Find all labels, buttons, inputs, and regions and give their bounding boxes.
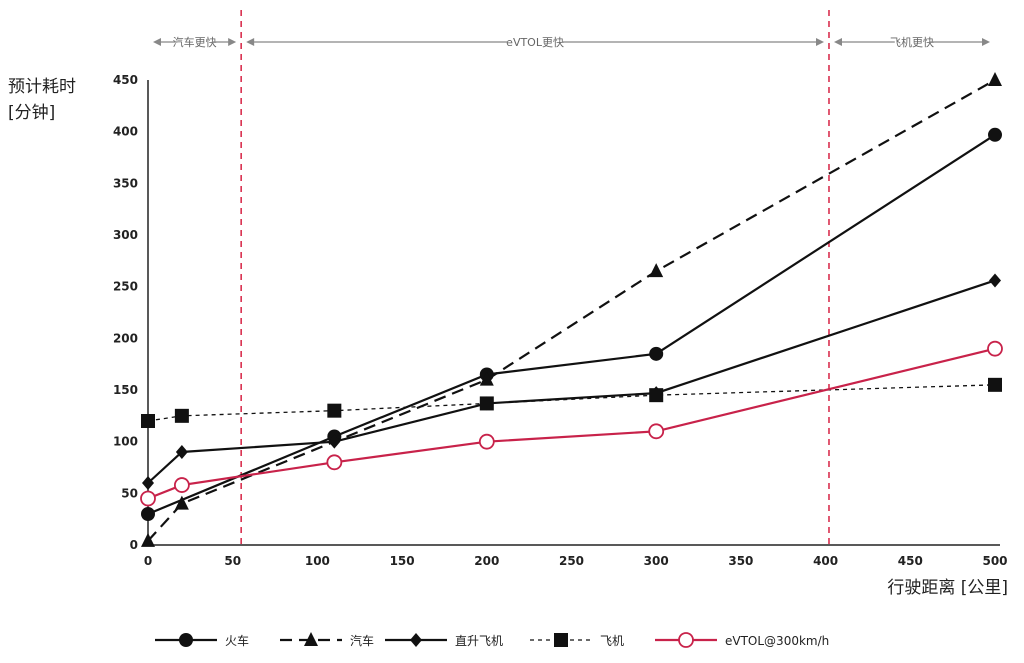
data-point-marker	[328, 434, 341, 449]
y-tick-label: 350	[113, 176, 138, 190]
tick-labels: 0 50 100 150 200 250 300 350 400 450 500 0 50 100 150 2…	[113, 73, 1008, 568]
region-label: 飞机更快	[890, 35, 934, 49]
legend-marker	[554, 633, 568, 647]
data-point-marker	[649, 388, 664, 403]
region-label: 汽车更快	[173, 35, 217, 49]
y-tick-label: 250	[113, 280, 138, 294]
x-tick-label: 250	[559, 554, 584, 568]
data-point-marker	[989, 273, 1001, 288]
legend-label: 飞机	[600, 634, 624, 648]
x-axis-title: 行驶距离 [公里]	[887, 578, 1008, 598]
data-point-marker	[987, 340, 1003, 357]
legend-item: 汽车	[280, 632, 374, 648]
x-tick-label: 400	[813, 554, 838, 568]
x-tick-label: 150	[390, 554, 415, 568]
y-tick-label: 200	[113, 331, 138, 345]
y-tick-label: 400	[113, 125, 138, 139]
region-arrow-head	[982, 38, 990, 46]
region-arrow-head	[815, 38, 824, 46]
data-point-marker	[326, 454, 343, 471]
region-arrow-head	[228, 38, 237, 46]
series-group	[140, 340, 1003, 507]
data-point-marker	[174, 495, 189, 510]
x-tick-label: 0	[144, 554, 152, 568]
series-group	[141, 377, 1002, 428]
data-point-marker	[174, 408, 189, 423]
y-tick-label: 50	[121, 486, 138, 500]
x-tick-label: 450	[898, 554, 923, 568]
data-point-marker	[649, 263, 664, 278]
data-point-marker	[479, 396, 494, 411]
data-point-marker	[141, 414, 155, 428]
data-point-marker	[142, 476, 154, 490]
data-point-marker	[648, 423, 665, 440]
series	[140, 72, 1003, 547]
legend-marker	[304, 632, 318, 646]
x-tick-label: 350	[728, 554, 753, 568]
legend-marker	[410, 633, 422, 647]
region-arrow-head	[246, 38, 255, 46]
x-tick-label: 500	[982, 554, 1007, 568]
series-line	[147, 347, 996, 500]
data-point-marker	[479, 371, 494, 386]
legend-label: 直升飞机	[455, 634, 503, 648]
region-label: eVTOL更快	[506, 36, 564, 49]
region-arrow-head	[833, 38, 842, 46]
region-arrow-head	[153, 38, 161, 46]
y-axis-title-line2: [分钟]	[8, 103, 55, 123]
x-tick-label: 200	[474, 554, 499, 568]
data-point-marker	[140, 490, 156, 507]
data-point-marker	[478, 433, 495, 450]
data-point-marker	[173, 477, 190, 493]
y-tick-label: 150	[113, 383, 138, 397]
y-tick-label: 300	[113, 228, 138, 242]
threshold-lines	[240, 10, 830, 545]
legend-label: 汽车	[350, 633, 374, 648]
x-tick-label: 100	[305, 554, 330, 568]
data-point-marker	[141, 532, 155, 547]
series-line	[147, 279, 996, 484]
legend-item: 直升飞机	[385, 633, 503, 648]
x-tick-label: 50	[224, 554, 241, 568]
legend-item: 飞机	[530, 633, 624, 648]
series-group	[142, 273, 1001, 490]
data-point-marker	[649, 346, 664, 361]
data-point-marker	[141, 507, 155, 521]
region-annotations: 汽车更快 eVTOL更快 飞机更快	[153, 35, 990, 49]
legend-item: 火车	[155, 633, 249, 648]
series-line	[147, 384, 996, 422]
legend-marker	[678, 632, 694, 648]
legend: 火车 汽车 直升飞机 飞机 eVTOL@300km/h	[155, 632, 829, 648]
legend-label: 火车	[225, 633, 249, 648]
legend-item: eVTOL@300km/h	[655, 632, 829, 648]
data-point-marker	[988, 377, 1002, 392]
y-axis-title-line1: 预计耗时	[8, 77, 76, 97]
data-point-marker	[327, 403, 342, 418]
x-tick-label: 300	[644, 554, 669, 568]
y-tick-label: 450	[113, 73, 138, 87]
y-tick-label: 0	[130, 538, 138, 552]
data-point-marker	[988, 72, 1002, 86]
legend-label: eVTOL@300km/h	[725, 634, 829, 648]
series-group	[141, 72, 1002, 547]
data-point-marker	[175, 445, 188, 459]
legend-marker	[179, 633, 193, 647]
series-line	[147, 79, 996, 542]
axes	[147, 80, 1000, 546]
data-point-marker	[988, 127, 1002, 142]
y-tick-label: 100	[113, 435, 138, 449]
